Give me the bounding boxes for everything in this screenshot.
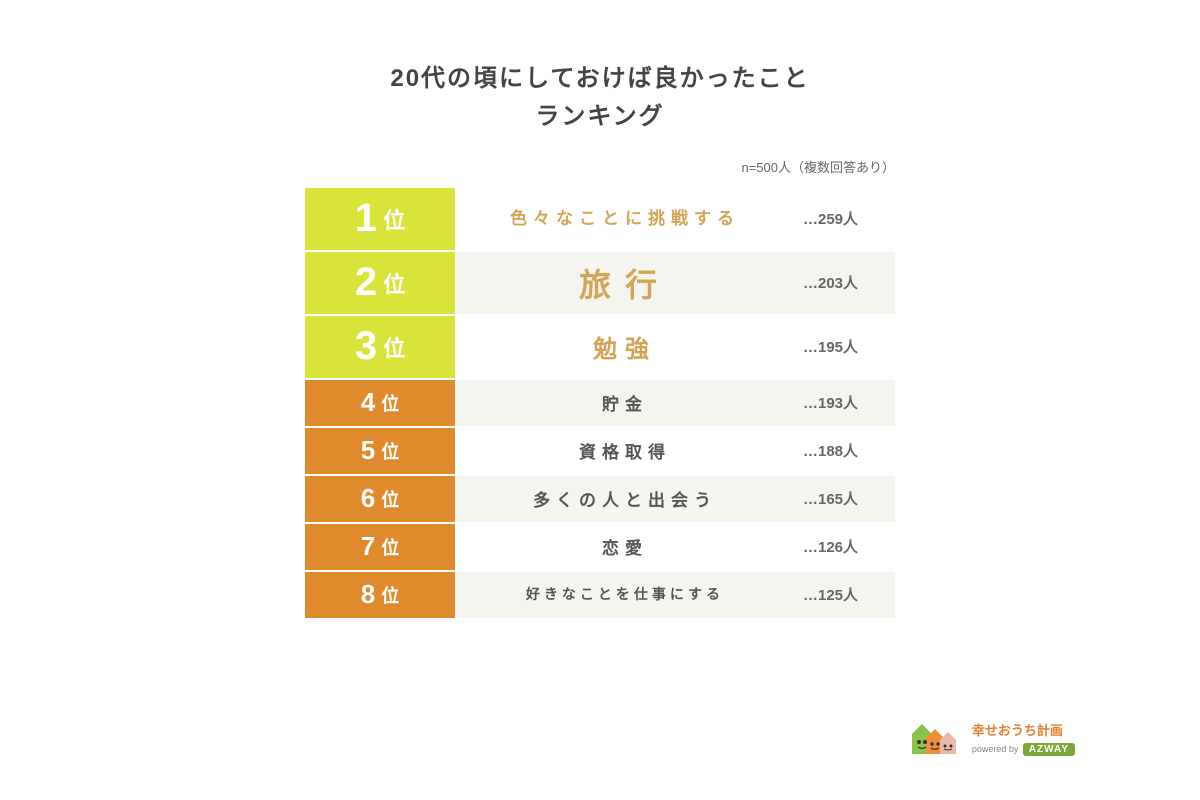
rank-number: 2: [355, 260, 377, 305]
rank-row: 5位資格取得…188人: [305, 428, 895, 474]
rank-badge: 5位: [305, 428, 455, 474]
rank-row: 1位色々なことに挑戦する…259人: [305, 188, 895, 250]
rank-row: 2位旅行…203人: [305, 252, 895, 314]
rank-count: …193人: [795, 380, 895, 426]
rank-label: 多くの人と出会う: [455, 476, 795, 522]
rank-count: …125人: [795, 572, 895, 618]
rank-label: 色々なことに挑戦する: [455, 188, 795, 250]
rank-suffix: 位: [383, 203, 405, 235]
rank-row: 8位好きなことを仕事にする…125人: [305, 572, 895, 618]
logo-brand: AZWAY: [1023, 743, 1075, 756]
rank-row: 6位多くの人と出会う…165人: [305, 476, 895, 522]
rank-row: 7位恋愛…126人: [305, 524, 895, 570]
rank-count: …165人: [795, 476, 895, 522]
rank-row: 3位勉強…195人: [305, 316, 895, 378]
rank-count: …203人: [795, 252, 895, 314]
rank-label: 恋愛: [455, 524, 795, 570]
chart-title: 20代の頃にしておけば良かったこと ランキング: [390, 60, 809, 137]
rank-label: 資格取得: [455, 428, 795, 474]
rank-number: 1: [355, 196, 377, 241]
rank-suffix: 位: [381, 390, 399, 416]
rank-suffix: 位: [381, 486, 399, 512]
rank-row: 4位貯金…193人: [305, 380, 895, 426]
sample-size-note: n=500人（複数回答あり）: [305, 157, 895, 176]
rank-number: 6: [361, 483, 375, 514]
rank-number: 7: [361, 531, 375, 562]
houses-icon: [902, 716, 964, 760]
logo-title: 幸せおうち計画: [972, 720, 1075, 739]
rank-badge: 7位: [305, 524, 455, 570]
ranking-table: 1位色々なことに挑戦する…259人2位旅行…203人3位勉強…195人4位貯金……: [305, 188, 895, 620]
rank-suffix: 位: [381, 534, 399, 560]
rank-badge: 3位: [305, 316, 455, 378]
rank-label: 貯金: [455, 380, 795, 426]
rank-count: …259人: [795, 188, 895, 250]
rank-badge: 6位: [305, 476, 455, 522]
rank-suffix: 位: [383, 331, 405, 363]
rank-badge: 4位: [305, 380, 455, 426]
rank-badge: 1位: [305, 188, 455, 250]
title-line-1: 20代の頃にしておけば良かったこと: [390, 60, 809, 98]
rank-suffix: 位: [381, 438, 399, 464]
rank-number: 8: [361, 579, 375, 610]
title-line-2: ランキング: [390, 98, 809, 136]
rank-suffix: 位: [383, 267, 405, 299]
rank-label: 好きなことを仕事にする: [455, 572, 795, 618]
rank-label: 勉強: [455, 316, 795, 378]
brand-logo: 幸せおうち計画 powered by AZWAY: [902, 716, 1075, 760]
rank-number: 3: [355, 324, 377, 369]
rank-number: 5: [361, 435, 375, 466]
rank-suffix: 位: [381, 582, 399, 608]
logo-powered-by: powered by: [972, 744, 1019, 754]
rank-number: 4: [361, 387, 375, 418]
rank-badge: 8位: [305, 572, 455, 618]
rank-badge: 2位: [305, 252, 455, 314]
rank-count: …195人: [795, 316, 895, 378]
rank-count: …188人: [795, 428, 895, 474]
rank-label: 旅行: [455, 252, 795, 314]
rank-count: …126人: [795, 524, 895, 570]
